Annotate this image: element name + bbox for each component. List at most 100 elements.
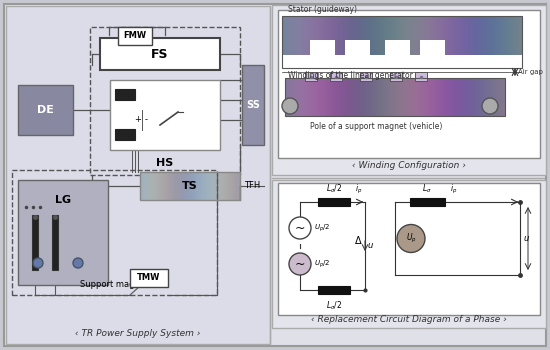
- Bar: [308, 78, 310, 116]
- Bar: [369, 78, 371, 116]
- Bar: [211, 172, 212, 200]
- Bar: [405, 17, 406, 55]
- Bar: [153, 172, 154, 200]
- Bar: [351, 17, 353, 55]
- Bar: [168, 172, 169, 200]
- Bar: [409, 78, 410, 116]
- Bar: [308, 17, 310, 55]
- Bar: [443, 78, 444, 116]
- Bar: [337, 17, 338, 55]
- Bar: [242, 65, 264, 145]
- Text: $L_\sigma$/2: $L_\sigma$/2: [326, 182, 342, 195]
- Bar: [334, 17, 335, 55]
- Bar: [183, 172, 184, 200]
- Bar: [197, 172, 198, 200]
- Bar: [325, 78, 327, 116]
- Bar: [521, 17, 522, 55]
- Bar: [478, 17, 480, 55]
- Bar: [352, 17, 354, 55]
- Bar: [397, 78, 399, 116]
- Bar: [164, 172, 165, 200]
- Bar: [343, 17, 344, 55]
- Bar: [415, 72, 427, 81]
- Text: LG: LG: [55, 195, 71, 205]
- Bar: [201, 172, 202, 200]
- Bar: [191, 172, 192, 200]
- Bar: [501, 78, 503, 116]
- Bar: [357, 78, 359, 116]
- Bar: [498, 17, 499, 55]
- Bar: [18, 180, 108, 285]
- Bar: [187, 172, 188, 200]
- Bar: [486, 17, 487, 55]
- Bar: [172, 172, 173, 200]
- Bar: [327, 17, 328, 55]
- Bar: [348, 17, 349, 55]
- Bar: [362, 17, 364, 55]
- Bar: [227, 172, 228, 200]
- Bar: [463, 78, 465, 116]
- Bar: [427, 78, 428, 116]
- Bar: [332, 78, 333, 116]
- Bar: [395, 17, 397, 55]
- Bar: [481, 17, 482, 55]
- Bar: [309, 17, 311, 55]
- Bar: [380, 78, 382, 116]
- Bar: [383, 17, 384, 55]
- Bar: [436, 17, 437, 55]
- Bar: [272, 5, 546, 175]
- Bar: [430, 78, 432, 116]
- Bar: [228, 172, 229, 200]
- Bar: [354, 78, 355, 116]
- Bar: [285, 17, 287, 55]
- Bar: [317, 78, 318, 116]
- Bar: [426, 78, 427, 116]
- Bar: [384, 17, 386, 55]
- Bar: [424, 17, 426, 55]
- Bar: [395, 78, 397, 116]
- Text: Pole of a support magnet (vehicle): Pole of a support magnet (vehicle): [310, 122, 442, 131]
- Bar: [142, 172, 143, 200]
- Bar: [301, 17, 302, 55]
- Text: ‹ TR Power Supply System ›: ‹ TR Power Supply System ›: [75, 329, 201, 338]
- Circle shape: [397, 224, 425, 252]
- Bar: [161, 172, 162, 200]
- Bar: [393, 78, 394, 116]
- Bar: [520, 17, 521, 55]
- Bar: [428, 78, 430, 116]
- Bar: [419, 17, 421, 55]
- Bar: [507, 17, 509, 55]
- Bar: [368, 78, 370, 116]
- Bar: [479, 78, 481, 116]
- Bar: [516, 17, 518, 55]
- Bar: [503, 78, 504, 116]
- Bar: [90, 27, 240, 175]
- Bar: [439, 17, 441, 55]
- Bar: [231, 172, 232, 200]
- Bar: [163, 172, 164, 200]
- Bar: [305, 78, 306, 116]
- Bar: [312, 78, 313, 116]
- Bar: [453, 17, 454, 55]
- Bar: [469, 17, 470, 55]
- Bar: [188, 172, 189, 200]
- Bar: [288, 78, 289, 116]
- Bar: [421, 78, 422, 116]
- Bar: [337, 78, 338, 116]
- Bar: [145, 172, 146, 200]
- Bar: [470, 17, 471, 55]
- Bar: [452, 78, 454, 116]
- Bar: [423, 17, 425, 55]
- Bar: [359, 78, 360, 116]
- Bar: [412, 17, 414, 55]
- Bar: [333, 78, 334, 116]
- Bar: [482, 17, 483, 55]
- Bar: [399, 17, 400, 55]
- Bar: [415, 17, 416, 55]
- Bar: [286, 78, 288, 116]
- Bar: [402, 78, 404, 116]
- Bar: [328, 78, 329, 116]
- Bar: [298, 78, 300, 116]
- Bar: [457, 17, 459, 55]
- Bar: [466, 78, 467, 116]
